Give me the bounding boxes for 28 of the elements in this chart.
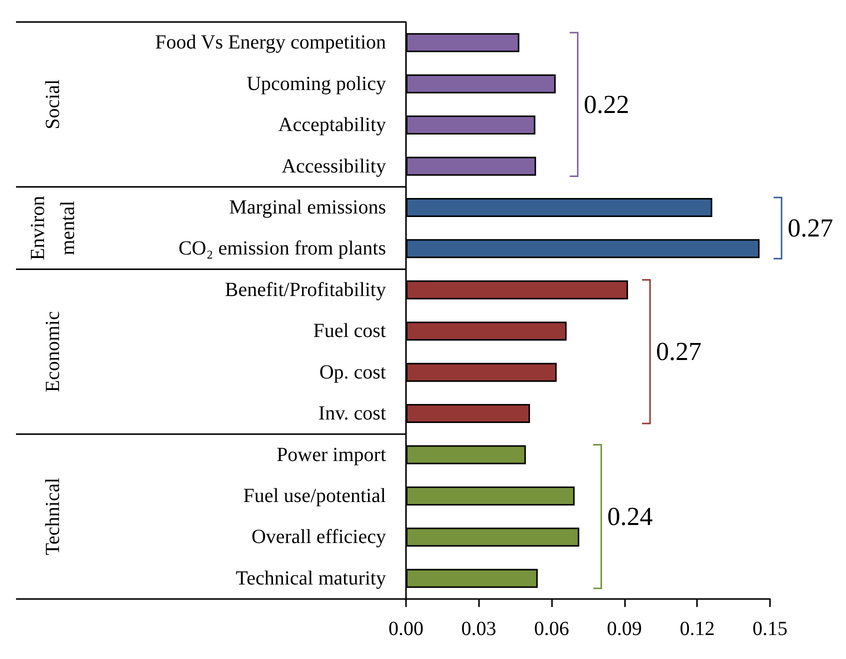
y-tick-label: CO₂ emission from plants	[178, 238, 386, 260]
x-tick-label: 0.06	[534, 618, 570, 640]
y-tick-label: Upcoming policy	[246, 72, 386, 95]
text: 0.27	[788, 214, 834, 243]
text: Environ mental	[27, 196, 79, 260]
x-tick-label: 0.09	[606, 618, 642, 640]
annotation: 0.27	[656, 337, 702, 366]
y-tick-label: Marginal emissions	[229, 196, 386, 218]
annotation: 0.24	[607, 502, 653, 532]
annotation: 0.22	[584, 90, 630, 119]
text: Technical	[42, 477, 64, 556]
text: Social	[42, 78, 64, 130]
y-tick-label: Overall efficiecy	[251, 526, 386, 548]
y-tick-label: Fuel use/potential	[243, 484, 386, 507]
y-tick-label: Food Vs Energy competition	[155, 32, 386, 54]
x-tick-label: 0.03	[461, 618, 496, 640]
text: Economic	[42, 311, 64, 392]
x-tick-label: 0.12	[680, 618, 715, 640]
y-tick-label: Technical maturity	[236, 567, 386, 590]
y-tick-label: Acceptability	[278, 114, 386, 136]
y-tick-label: Power import	[276, 444, 386, 466]
y-tick-label: Fuel cost	[313, 320, 386, 342]
x-tick-label: 0.15	[752, 618, 788, 640]
y-tick-label: Inv. cost	[318, 402, 386, 425]
x-tick-label: 0.00	[388, 618, 424, 640]
y-tick-label: Op. cost	[319, 361, 386, 384]
y-tick-label: Accessibility	[282, 155, 386, 178]
y-tick-label: Benefit/Profitability	[224, 278, 386, 301]
